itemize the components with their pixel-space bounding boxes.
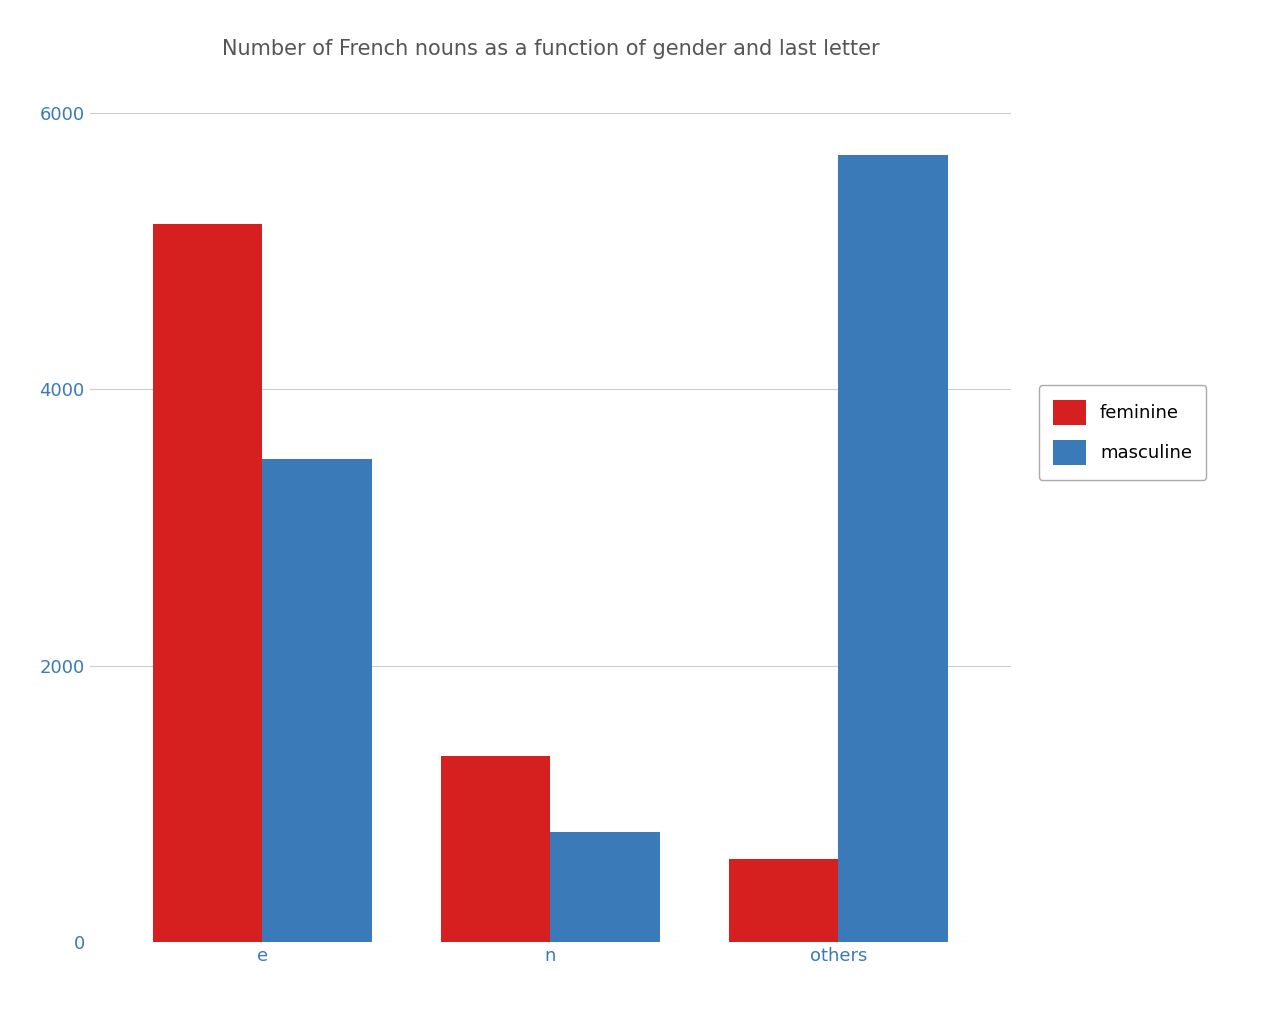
Bar (262, 459, 372, 942)
Title: Number of French nouns as a function of gender and last letter: Number of French nouns as a function of … (221, 39, 879, 59)
Bar (730, 859, 838, 942)
Bar (550, 831, 660, 942)
Legend: feminine, masculine: feminine, masculine (1038, 385, 1207, 480)
Bar (440, 756, 550, 942)
Bar (838, 155, 947, 942)
Bar (154, 223, 262, 942)
